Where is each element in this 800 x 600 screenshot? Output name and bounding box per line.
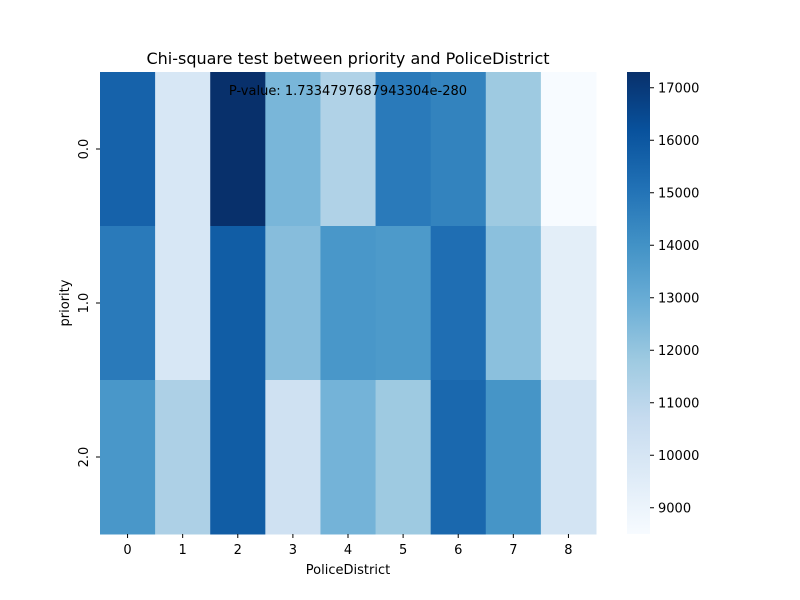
colorbar-tick-label: 16000 — [658, 134, 699, 149]
heatmap-cell — [210, 72, 266, 227]
heatmap-cell — [375, 72, 432, 227]
heatmap-cell — [210, 226, 266, 381]
colorbar-tick-label: 17000 — [658, 81, 699, 96]
colorbar-tick-label: 13000 — [658, 291, 699, 306]
colorbar-tick-label: 12000 — [658, 344, 699, 359]
colorbar-tick-label: 14000 — [658, 239, 699, 254]
heatmap-cell — [540, 72, 597, 227]
x-tick-label: 5 — [399, 543, 407, 558]
heatmap-cell — [430, 226, 487, 381]
colorbar-tick-label: 11000 — [658, 396, 699, 411]
heatmap-cell — [100, 226, 156, 381]
x-tick-label: 2 — [234, 543, 242, 558]
chart-title: Chi-square test between priority and Pol… — [146, 49, 549, 68]
colorbar — [627, 72, 650, 534]
heatmap-cell — [430, 380, 487, 535]
x-tick-label: 6 — [454, 543, 462, 558]
heatmap-cell — [320, 380, 377, 535]
x-tick-label: 4 — [344, 543, 352, 558]
p-value-annotation: P-value: 1.7334797687943304e-280 — [229, 84, 467, 99]
y-axis-ticks: 0.0 1.0 2.0 — [77, 139, 100, 468]
heatmap-cell — [155, 226, 211, 381]
x-tick-label: 1 — [179, 543, 187, 558]
heatmap-cell — [485, 72, 542, 227]
colorbar-tick-label: 15000 — [658, 186, 699, 201]
heatmap-cell — [100, 380, 156, 535]
heatmap-cell — [540, 226, 597, 381]
heatmap-cell — [430, 72, 487, 227]
x-tick-label: 0 — [123, 543, 131, 558]
heatmap-cell — [485, 380, 542, 535]
y-tick-label: 1.0 — [77, 293, 92, 314]
heatmap-cell — [155, 380, 211, 535]
heatmap-cell — [485, 226, 542, 381]
heatmap-cell — [265, 226, 321, 381]
y-tick-label: 0.0 — [77, 139, 92, 160]
heatmap-cell — [155, 72, 211, 227]
colorbar-tick-label: 10000 — [658, 449, 699, 464]
heatmap-cell — [100, 72, 156, 227]
x-axis-ticks: 0 1 2 3 4 5 6 7 8 — [123, 534, 573, 558]
heatmap-cell — [540, 380, 597, 535]
heatmap-cell — [210, 380, 266, 535]
x-tick-label: 7 — [509, 543, 517, 558]
y-tick-label: 2.0 — [77, 447, 92, 468]
x-tick-label: 8 — [564, 543, 572, 558]
heatmap-cell — [375, 226, 432, 381]
colorbar-ticks: 9000 10000 11000 12000 13000 14000 15000 16000 1… — [650, 81, 699, 516]
x-tick-label: 3 — [289, 543, 297, 558]
heatmap-cell — [320, 72, 377, 227]
heatmap-cells — [100, 72, 597, 535]
colorbar-tick-label: 9000 — [658, 501, 691, 516]
heatmap-cell — [265, 380, 321, 535]
heatmap-cell — [375, 380, 432, 535]
heatmap-cell — [320, 226, 377, 381]
y-axis-label: priority — [58, 279, 73, 326]
heatmap-cell — [265, 72, 321, 227]
x-axis-label: PoliceDistrict — [306, 563, 390, 578]
